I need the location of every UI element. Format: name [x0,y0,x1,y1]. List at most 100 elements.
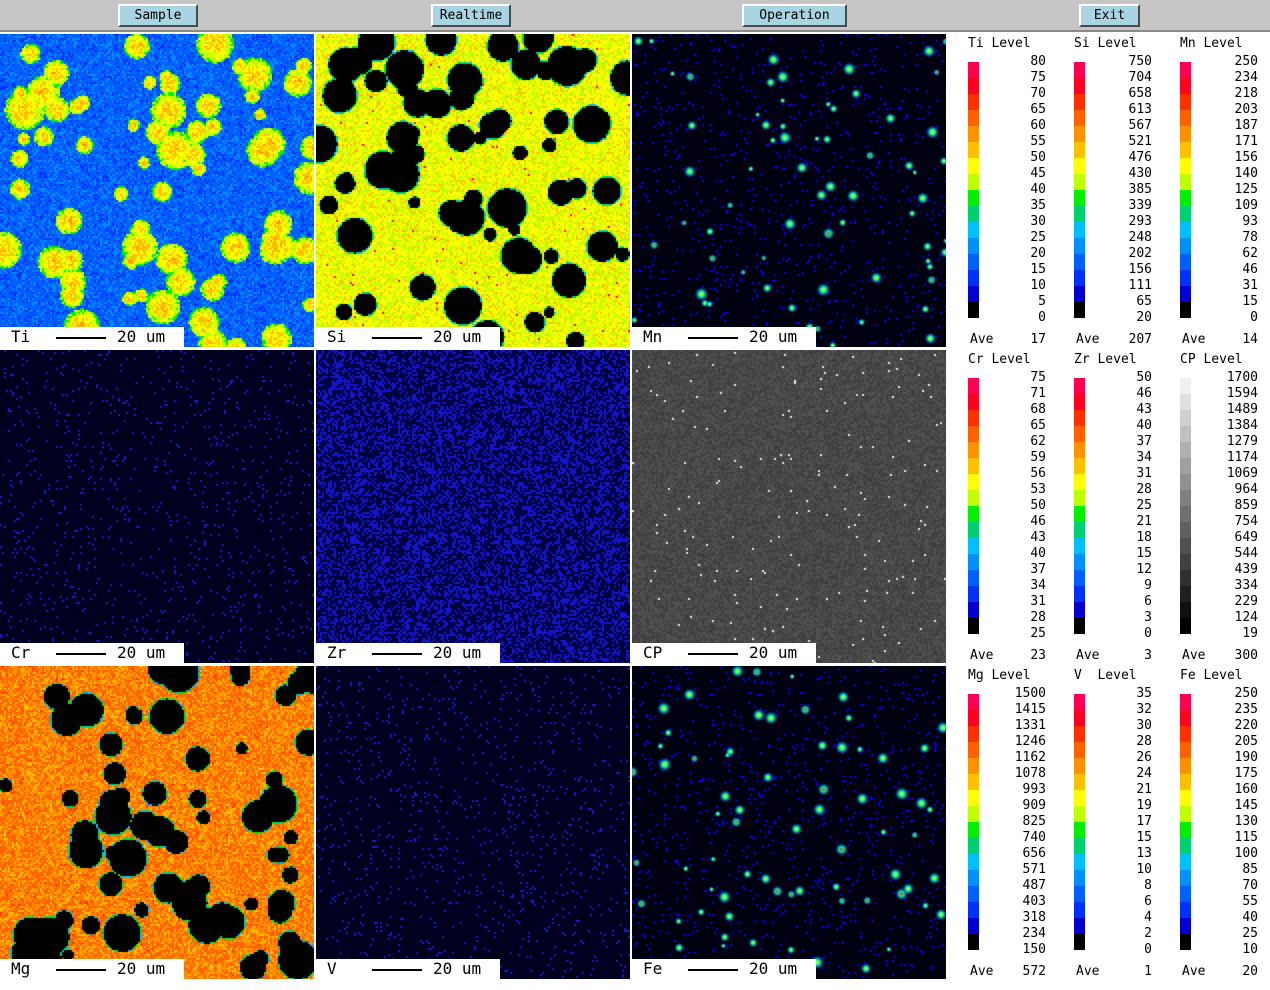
legend-tick: 234 [1022,926,1046,941]
element-symbol: V [327,959,337,978]
legend-swatch [1180,174,1191,190]
exit-button[interactable]: Exit [1079,4,1140,27]
legend-tick: 28 [1136,734,1152,749]
legend-tick: 25 [1030,230,1046,245]
legend-title: Cr Level [968,352,1031,367]
ave-label: Ave [1076,964,1100,979]
legend-swatch [1180,394,1191,410]
legend-swatch [968,426,979,442]
legend-swatch [1180,126,1191,142]
legend-tick: 80 [1030,54,1046,69]
legend-swatch [1074,554,1085,570]
legend-tick: 15 [1030,262,1046,277]
legend-mn: Mn Level 250 234 218 203 187 171 156 140 125 109 9… [1162,34,1268,347]
legend-swatch [1074,902,1085,918]
legend-tick: 46 [1030,514,1046,529]
legend-swatch [968,474,979,490]
legend-swatch [968,538,979,554]
legend-swatch [968,78,979,94]
legend-tick: 125 [1234,182,1258,197]
legend-tick: 37 [1030,562,1046,577]
legend-tick: 70 [1242,878,1258,893]
legend-swatch [1074,174,1085,190]
legend-tick: 10 [1136,862,1152,877]
legend-swatch [1074,442,1085,458]
legend-tick: 21 [1136,782,1152,797]
legend-tick: 65 [1030,102,1046,117]
legend-tick: 40 [1030,546,1046,561]
ave-value: 14 [1242,332,1258,347]
scale-bar [688,969,738,971]
legend-swatch [968,490,979,506]
legend-tick: 150 [1022,942,1046,957]
legend-tick: 1279 [1226,434,1258,449]
legend-tick: 3 [1144,610,1152,625]
legend-swatch [968,442,979,458]
legend-tick: 71 [1030,386,1046,401]
legend-title: Mn Level [1180,36,1243,51]
legend-tick: 1174 [1226,450,1258,465]
ave-value: 1 [1144,964,1152,979]
legend-swatch [1180,934,1191,950]
ave-label: Ave [970,648,994,663]
legend-swatch [968,126,979,142]
legend-tick: 65 [1030,418,1046,433]
sample-button[interactable]: Sample [118,4,198,27]
legend-tick: 15 [1136,830,1152,845]
legend-swatch [1180,902,1191,918]
ave-label: Ave [970,964,994,979]
legend-tick: 476 [1128,150,1152,165]
realtime-button[interactable]: Realtime [431,4,511,27]
legend-title: Ti Level [968,36,1031,51]
map-label: CP 20 um [632,643,816,663]
map-label: Mn 20 um [632,327,816,347]
legend-tick: 6 [1144,894,1152,909]
legend-swatch [1074,62,1085,78]
legend-swatch [1074,190,1085,206]
legend-swatch [1074,270,1085,286]
legend-mg: Mg Level 1500 1415 1331 1246 1162 1078 993 909 8… [950,666,1056,979]
legend-swatch [968,742,979,758]
legend-tick: 1069 [1226,466,1258,481]
legend-tick: 40 [1242,910,1258,925]
ave-label: Ave [1076,332,1100,347]
legend-tick: 1489 [1226,402,1258,417]
legend-swatch [968,618,979,634]
legend-tick: 0 [1144,626,1152,641]
legend-tick: 20 [1136,310,1152,325]
legend-swatch [968,254,979,270]
element-symbol: Si [327,327,347,346]
legend-swatch [1074,506,1085,522]
legend-tick: 18 [1136,530,1152,545]
legend-swatch [1180,774,1191,790]
legend-swatch [1180,410,1191,426]
legend-swatch [1074,238,1085,254]
legend-tick: 521 [1128,134,1152,149]
legend-tick: 0 [1038,310,1046,325]
legend-tick: 109 [1234,198,1258,213]
map-label: Cr 20 um [0,643,184,663]
legend-swatch [1074,458,1085,474]
legend-swatch [1180,378,1191,394]
scale-bar [56,653,106,655]
legend-tick: 30 [1136,718,1152,733]
legend-tick: 40 [1136,418,1152,433]
legend-tick: 15 [1136,546,1152,561]
element-symbol: Mn [643,327,663,346]
legend-tick: 24 [1136,766,1152,781]
legend-swatch [1180,286,1191,302]
legend-tick: 55 [1030,134,1046,149]
legend-swatch [1180,822,1191,838]
legend-tick: 28 [1030,610,1046,625]
legend-swatch [1180,426,1191,442]
legend-tick: 318 [1022,910,1046,925]
legend-tick: 12 [1136,562,1152,577]
element-map-fe: Fe 20 um [632,666,946,979]
map-image [0,34,314,347]
map-image [0,350,314,663]
legend-swatch [968,710,979,726]
element-symbol: Mg [11,959,31,978]
legend-tick: 46 [1242,262,1258,277]
legend-swatch [968,570,979,586]
operation-button[interactable]: Operation [742,4,847,27]
